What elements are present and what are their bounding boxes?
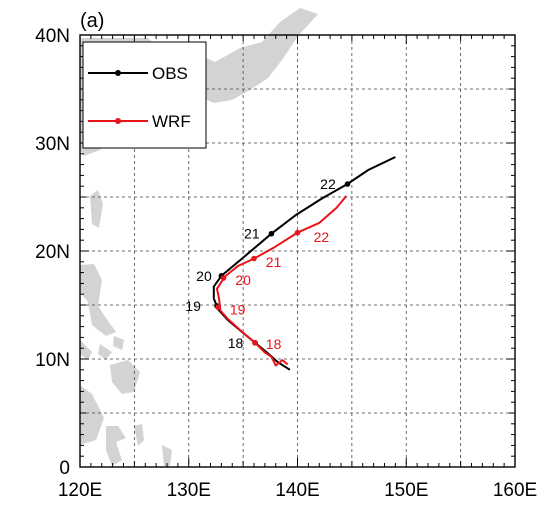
obs-day-marker	[344, 181, 351, 187]
land-luzon	[80, 264, 116, 336]
obs-day-label: 22	[320, 176, 336, 192]
y-tick-label: 10N	[35, 350, 70, 371]
wrf-day-marker	[220, 275, 227, 281]
obs-day-marker	[268, 230, 275, 237]
land-visayas-2	[98, 344, 112, 360]
land-halmahera	[134, 424, 144, 446]
wrf-day-label: 21	[266, 254, 282, 270]
land-sulawesi	[106, 426, 126, 466]
y-tick-label: 30N	[35, 134, 70, 155]
x-tick-label: 160E	[493, 480, 537, 501]
y-tick-label: 0	[59, 458, 70, 479]
legend-wrf-marker	[115, 118, 121, 124]
x-tick-label: 120E	[58, 480, 102, 501]
legend: OBS WRF	[82, 41, 207, 149]
obs-day-label: 18	[228, 335, 244, 351]
legend-obs-marker	[115, 70, 121, 76]
wrf-day-label: 18	[266, 336, 282, 352]
x-tick-label: 140E	[275, 480, 319, 501]
obs-day-label: 19	[185, 298, 201, 314]
legend-box	[82, 41, 207, 149]
legend-wrf-label: WRF	[152, 112, 191, 131]
axis-tick-labels: 120E 130E 140E 150E 160E 0 10N 20N 30N 40N	[35, 26, 537, 501]
wrf-day-marker	[251, 255, 257, 262]
panel-label: (a)	[80, 10, 104, 32]
land-taiwan	[90, 190, 103, 228]
wrf-day-marker	[294, 229, 301, 236]
land-new-guinea	[162, 445, 172, 466]
x-tick-label: 130E	[167, 480, 211, 501]
wrf-day-label: 20	[235, 272, 251, 288]
y-tick-label: 20N	[35, 242, 70, 263]
y-tick-label: 40N	[35, 26, 70, 47]
legend-obs-label: OBS	[152, 64, 188, 83]
land-borneo	[80, 385, 104, 445]
obs-day-label: 21	[244, 226, 260, 242]
wrf-day-label: 22	[314, 229, 330, 245]
land-mindanao	[110, 360, 140, 394]
plot-frame	[79, 34, 516, 468]
wrf-day-label: 19	[230, 301, 246, 317]
wrf-day-marker	[252, 340, 258, 346]
lat-lon-grid	[80, 35, 515, 467]
obs-day-label: 20	[196, 268, 212, 284]
land-visayas-1	[113, 336, 124, 350]
x-tick-label: 150E	[384, 480, 428, 501]
land-palawan	[80, 340, 92, 360]
track-lines: 18 19 20 21 22 18 19 20 21 22	[185, 156, 396, 371]
wrf-day-marker	[215, 304, 221, 310]
